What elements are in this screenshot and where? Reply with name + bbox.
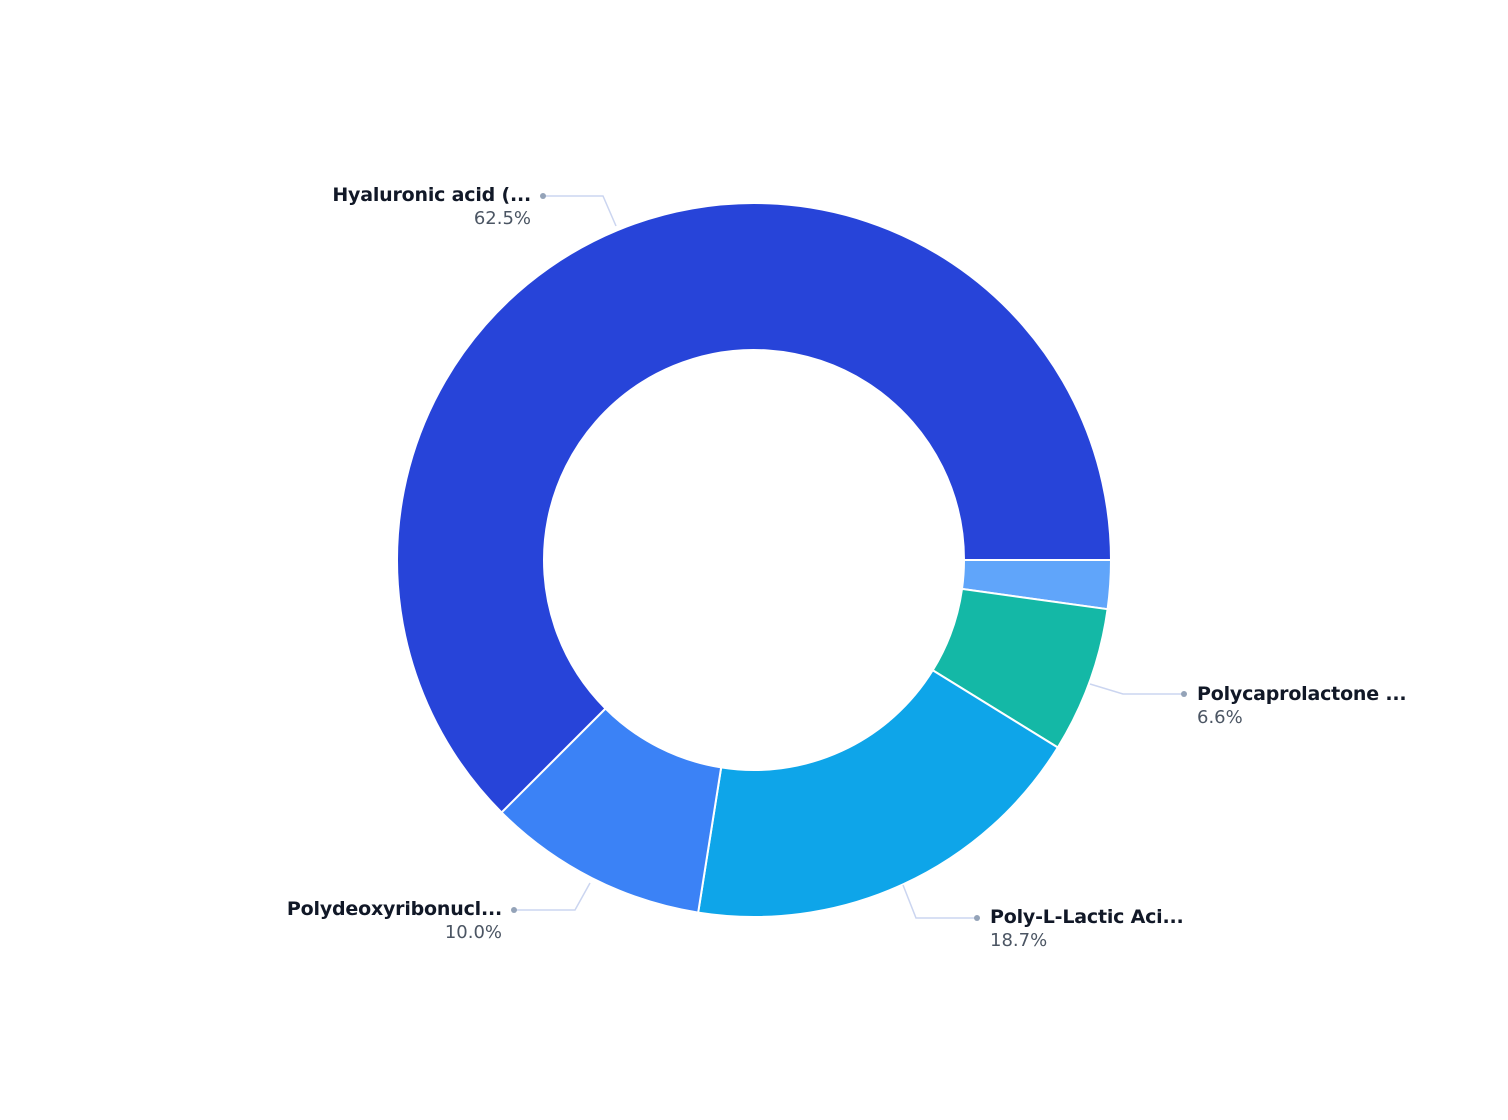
connector-polycaprolactone xyxy=(1089,683,1184,695)
connector-hyaluronic xyxy=(543,195,617,227)
label-connectors xyxy=(511,193,1187,921)
donut-slice-2[interactable] xyxy=(697,668,1060,918)
slice-percent: 62.5% xyxy=(473,208,531,229)
label-poly-l-lactic-acid: Poly-L-Lactic Aci... 18.7% xyxy=(990,906,1184,952)
label-polydeoxyribonucleotide: Polydeoxyribonucl... 10.0% xyxy=(287,898,502,944)
connector-dot-polycaprolactone xyxy=(1181,691,1187,697)
slice-name: Hyaluronic acid (... xyxy=(332,184,531,206)
donut-slice-4[interactable] xyxy=(396,201,1113,814)
connector-dot-plla xyxy=(974,915,980,921)
label-hyaluronic-acid: Hyaluronic acid (... 62.5% xyxy=(332,184,531,230)
connector-dot-pdrn xyxy=(511,907,517,913)
connector-plla xyxy=(902,884,977,919)
slice-name: Poly-L-Lactic Aci... xyxy=(990,906,1184,928)
slice-percent: 6.6% xyxy=(1197,707,1243,728)
slice-percent: 10.0% xyxy=(444,922,502,943)
donut-slices xyxy=(396,201,1113,918)
label-polycaprolactone: Polycaprolactone ... 6.6% xyxy=(1197,683,1407,729)
slice-name: Polydeoxyribonucl... xyxy=(286,898,502,920)
slice-name: Polycaprolactone ... xyxy=(1197,683,1407,705)
connector-dot-hyaluronic xyxy=(540,193,546,199)
connector-pdrn xyxy=(514,882,591,911)
slice-percent: 18.7% xyxy=(990,930,1048,951)
